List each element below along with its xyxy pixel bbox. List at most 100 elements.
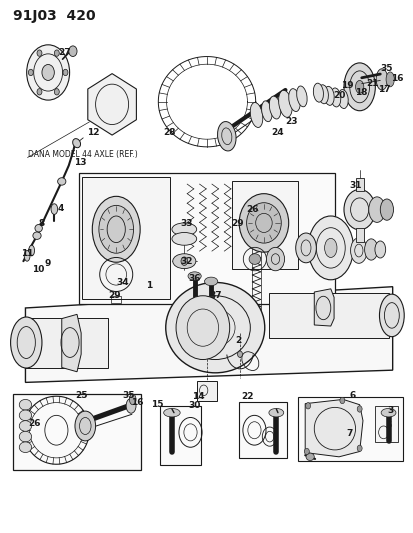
Text: 35: 35 [122,391,135,400]
Text: 13: 13 [74,158,86,167]
Ellipse shape [318,85,328,104]
Ellipse shape [268,408,283,417]
Ellipse shape [99,205,133,253]
Ellipse shape [35,224,42,232]
Text: 32: 32 [180,257,192,265]
Text: 24: 24 [270,128,283,137]
Polygon shape [62,314,81,372]
Text: 3: 3 [387,406,393,415]
Ellipse shape [73,139,81,148]
Text: 1: 1 [146,280,152,289]
Text: 31: 31 [349,181,361,190]
Ellipse shape [217,122,235,151]
Text: 5: 5 [385,422,391,431]
Text: 25: 25 [75,391,87,400]
Text: 18: 18 [355,87,367,96]
Text: 21: 21 [365,78,377,87]
Bar [111,296,121,303]
Ellipse shape [261,101,271,122]
Circle shape [356,406,361,412]
Text: 4: 4 [57,204,64,213]
Text: 29: 29 [108,291,120,300]
Ellipse shape [19,410,31,421]
Text: 28: 28 [163,128,176,137]
Circle shape [37,88,42,95]
Circle shape [305,402,310,409]
Polygon shape [304,399,362,457]
Bar [197,381,216,401]
Ellipse shape [51,204,57,214]
Ellipse shape [296,86,306,107]
Text: 20: 20 [332,91,344,100]
Ellipse shape [180,254,188,263]
Ellipse shape [324,238,336,257]
Circle shape [54,50,59,56]
Ellipse shape [355,80,363,93]
Circle shape [54,88,59,95]
Ellipse shape [266,247,284,271]
Circle shape [237,351,242,358]
Ellipse shape [269,96,280,119]
Ellipse shape [204,277,217,286]
Ellipse shape [380,199,392,220]
Ellipse shape [19,431,31,442]
Ellipse shape [343,63,375,111]
Text: 29: 29 [231,220,244,229]
Text: 37: 37 [209,291,221,300]
Text: 6: 6 [348,391,354,400]
Ellipse shape [171,232,196,245]
Text: 15: 15 [151,400,163,409]
Circle shape [304,448,309,455]
Bar [355,228,363,241]
Ellipse shape [313,83,323,102]
Circle shape [37,50,42,56]
Bar [231,181,297,269]
Circle shape [356,445,361,451]
Circle shape [69,46,77,56]
Text: 16: 16 [130,398,143,407]
Bar [81,177,170,300]
Ellipse shape [92,196,140,262]
Ellipse shape [163,408,180,417]
Ellipse shape [33,232,41,239]
Ellipse shape [288,88,299,111]
Ellipse shape [330,88,340,107]
Ellipse shape [385,72,393,87]
Polygon shape [313,289,333,326]
Ellipse shape [295,233,316,263]
Text: 7: 7 [345,430,352,439]
Ellipse shape [165,282,264,373]
Ellipse shape [75,411,95,441]
Bar [13,394,141,470]
Ellipse shape [188,272,201,280]
Text: 14: 14 [192,392,204,401]
Ellipse shape [19,421,31,431]
Ellipse shape [364,239,377,260]
Text: 27: 27 [58,49,71,57]
Bar [355,177,363,191]
Circle shape [339,397,344,403]
Polygon shape [25,287,392,382]
Ellipse shape [337,90,347,109]
Bar [25,318,108,368]
Text: 2: 2 [234,336,240,345]
Ellipse shape [323,86,333,106]
Ellipse shape [379,294,403,337]
Text: DANA MODEL 44 AXLE (REF.): DANA MODEL 44 AXLE (REF.) [27,150,137,159]
Ellipse shape [28,245,34,256]
Ellipse shape [380,408,395,417]
Ellipse shape [249,254,260,264]
Text: 10: 10 [31,265,44,274]
Ellipse shape [350,238,366,263]
Ellipse shape [246,203,280,243]
Text: 33: 33 [180,220,192,229]
Circle shape [180,257,187,265]
Text: 11: 11 [21,249,34,258]
Ellipse shape [307,216,353,280]
Ellipse shape [375,69,387,90]
Ellipse shape [374,241,385,258]
Text: 19: 19 [340,81,353,90]
Text: 26: 26 [28,419,40,428]
Ellipse shape [176,296,229,360]
Text: 12: 12 [87,128,100,137]
